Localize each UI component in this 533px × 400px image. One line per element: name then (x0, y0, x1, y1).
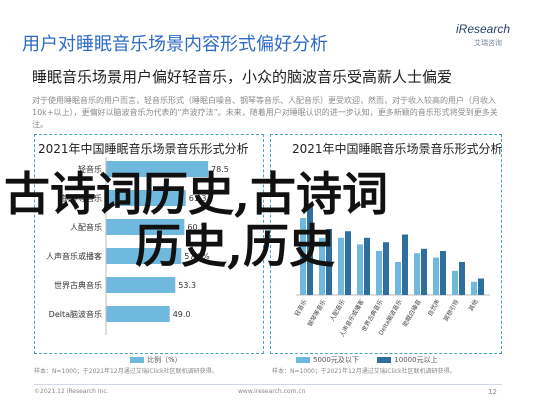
bar-series1 (395, 262, 401, 295)
right-chart-panel (270, 134, 502, 354)
bar-series2 (478, 278, 484, 295)
bar-series2 (307, 204, 313, 295)
footer-divider (34, 384, 502, 385)
page-subtitle: 睡眠音乐场景用户偏好轻音乐，小众的脑波音乐受高薪人士偏爱 (32, 68, 453, 86)
bar-series1 (300, 218, 306, 295)
left-legend-label: 比例（%） (147, 356, 182, 364)
right-footnote: 样本：N=1000；于2021年12月通过艾瑞iClick社区联机调研获得。 (272, 368, 456, 375)
bar-series2 (383, 242, 389, 295)
logo-sub: 艾瑞咨询 (474, 39, 502, 47)
left-chart-panel (34, 134, 264, 354)
category-label: 轻音乐 (78, 164, 102, 174)
bar (106, 219, 185, 235)
bar-series2 (402, 234, 408, 295)
bar (106, 161, 209, 177)
right-legend-label-1: 5000元及以下 (313, 356, 359, 364)
page-number: 12 (488, 388, 497, 396)
legend-swatch-series2 (377, 357, 392, 363)
bar (106, 190, 186, 206)
left-chart-title: 2021年中国睡眠音乐场景音乐形式分析 (38, 142, 249, 156)
value-label: 61.3 (189, 194, 207, 203)
right-chart-title: 2021年中国睡眠音乐场景音乐形式分析 (292, 142, 503, 156)
bar-series1 (338, 237, 344, 295)
footer-url: www.iresearch.com.cn (238, 388, 306, 395)
overlay-text-line1: 古诗词历史,古诗词 (4, 167, 389, 221)
category-label: 人配音乐 (70, 222, 102, 232)
bar-series1 (414, 253, 420, 295)
value-label: 57.9% (184, 252, 210, 261)
bar-series1 (471, 281, 477, 295)
category-label: 人配音乐 (328, 298, 347, 323)
bar-series2 (345, 231, 351, 295)
left-chart-legend: 比例（%） (130, 355, 182, 365)
category-label: Delta脑波音乐 (49, 309, 102, 319)
footer-source: ©2021.12 iResearch Inc. (34, 388, 109, 395)
bar-series2 (440, 251, 446, 295)
bar (106, 277, 176, 293)
bar-series1 (452, 270, 458, 295)
category-label: 冥想引导 (442, 298, 461, 323)
right-legend-label-2: 10000元以上 (394, 356, 438, 364)
logo-brand: iResearch (456, 22, 511, 36)
value-label: 49.0 (173, 310, 191, 319)
bar-series2 (459, 262, 465, 295)
bar-series2 (326, 229, 332, 295)
value-label: 53.3 (178, 281, 196, 290)
value-label: 78.5 (211, 165, 229, 174)
bar-series1 (357, 244, 363, 295)
body-paragraph: 对于使用睡眠音乐的用户而言，轻音乐形式（睡眠白噪音、钢琴等音乐、人配音乐）更受欢… (32, 96, 498, 129)
right-chart-legend: 5000元及以下 10000元以上 (296, 355, 438, 365)
category-label: 助眠白噪音 (401, 298, 423, 328)
bar-series2 (364, 237, 370, 295)
overlay-text-line2: 历史,历史 (135, 219, 336, 273)
category-label: 轻音乐 (293, 298, 309, 318)
iresearch-logo: iResearch 艾瑞咨询 (456, 22, 516, 52)
category-label: 钢琴等音乐 (306, 298, 328, 328)
bar (106, 306, 170, 322)
category-label: 世界古典音乐 (54, 280, 102, 290)
left-chart-svg: 轻音乐 78.5 钢琴等音乐 61.3 人配音乐 60.3 人声音乐或播客 57.9% 世界古典… (46, 157, 229, 335)
bar (106, 248, 182, 264)
bar-series1 (319, 237, 325, 295)
legend-swatch (130, 357, 144, 363)
category-label: 自然声 (426, 298, 442, 318)
value-label: 60.3 (187, 223, 205, 232)
right-chart-svg: 轻音乐钢琴等音乐 人配音乐人声音乐或播客世界古典音乐Delta脑波音乐助眠白噪音自… (293, 204, 490, 338)
category-label: 钢琴等音乐 (62, 193, 102, 203)
bar-series1 (376, 251, 382, 295)
left-footnote: 样本：N=1000；于2021年12月通过艾瑞iClick社区联机调研获得。 (34, 368, 218, 375)
category-label: 人声音乐或播客 (46, 251, 102, 261)
bar-series1 (433, 257, 439, 295)
legend-swatch-series1 (296, 357, 310, 363)
category-label: 其他 (467, 298, 480, 312)
page-title: 用户对睡眠音乐场景内容形式偏好分析 (22, 34, 328, 55)
bar-series2 (421, 248, 427, 295)
